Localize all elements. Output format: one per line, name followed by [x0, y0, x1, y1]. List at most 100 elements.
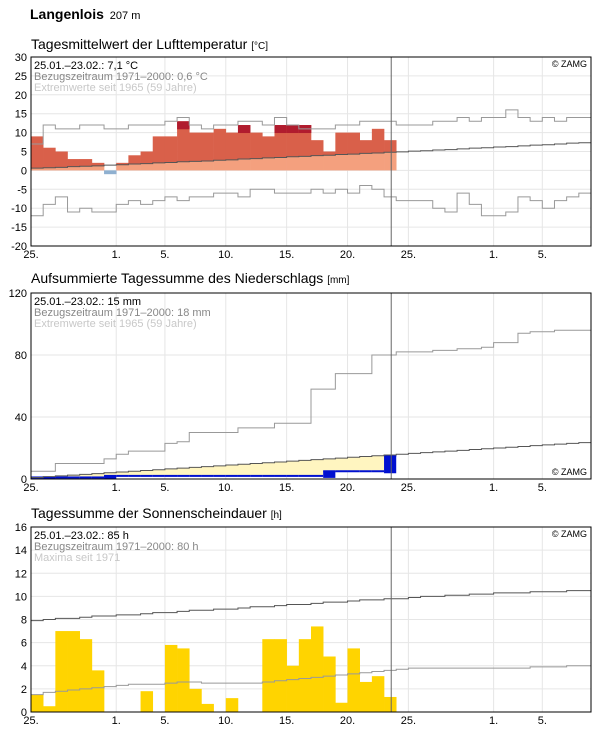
sunshine-bar	[359, 681, 373, 712]
temperature-y-tick: -20	[11, 241, 27, 253]
precipitation-y-tick: 120	[9, 288, 27, 300]
precipitation-copyright: © ZAMG	[552, 467, 587, 477]
temperature-x-tick: 25.	[23, 249, 38, 261]
temperature-y-tick: 25	[15, 71, 27, 83]
temperature-bar	[79, 159, 93, 167]
temperature-bar	[274, 125, 287, 158]
temperature-x-tick: 1.	[112, 249, 121, 261]
sunshine-bar	[274, 639, 287, 712]
precipitation-extreme-max-line	[31, 329, 591, 472]
temperature-bar	[213, 128, 227, 161]
precipitation-x-tick: 25.	[23, 482, 38, 494]
temperature-title-text: Tagesmittelwert der Lufttemperatur	[31, 36, 248, 52]
temperature-info-current: 25.01.–23.02.: 7,1 °C	[34, 60, 138, 72]
sunshine-bar	[311, 626, 324, 712]
temperature-bar	[67, 159, 80, 167]
temperature-bar	[189, 132, 202, 162]
temperature-bar	[323, 151, 336, 156]
temperature-y-tick: 10	[15, 128, 27, 140]
sunshine-bar	[225, 698, 239, 712]
temperature-y-tick: 5	[21, 147, 27, 159]
temperature-bar	[347, 132, 360, 155]
temperature-info-extreme: Extremwerte seit 1965 (59 Jahre)	[34, 82, 197, 94]
sunshine-x-tick: 25.	[23, 715, 38, 727]
sunshine-bar	[79, 639, 93, 712]
temperature-bar	[311, 140, 324, 156]
sunshine-chart	[30, 526, 592, 713]
temperature-chart	[30, 56, 592, 247]
sunshine-y-tick: 0	[21, 707, 27, 719]
temperature-bar-light	[335, 154, 348, 171]
temperature-bar-light	[152, 162, 166, 171]
temperature-bar	[152, 136, 166, 163]
sunshine-bar	[189, 688, 202, 712]
temperature-bar-negative	[104, 170, 117, 175]
temperature-bar-extreme	[237, 125, 251, 134]
sunshine-bar	[177, 648, 190, 712]
sunshine-info-extreme: Maxima seit 1971	[34, 552, 120, 564]
sunshine-info-reference: Bezugszeitraum 1971–2000: 80 h	[34, 541, 199, 553]
temperature-bar-light	[274, 157, 287, 171]
temperature-bar-light	[164, 162, 178, 171]
sunshine-y-tick: 4	[21, 661, 27, 673]
precipitation-info-extreme: Extremwerte seit 1965 (59 Jahre)	[34, 318, 197, 330]
temperature-bar	[201, 132, 214, 161]
temperature-bar	[55, 151, 68, 168]
precipitation-x-tick: 25.	[401, 482, 416, 494]
temperature-y-tick: -15	[11, 222, 27, 234]
precipitation-chart-title: Aufsummierte Tagessumme des Niederschlag…	[31, 270, 349, 286]
precipitation-info-reference: Bezugszeitraum 1971–2000: 18 mm	[34, 307, 211, 319]
temperature-bar-light	[116, 164, 129, 171]
sunshine-x-tick: 1.	[112, 715, 121, 727]
sunshine-x-tick: 5.	[160, 715, 169, 727]
sunshine-bar	[91, 670, 105, 712]
temperature-bar	[359, 140, 373, 154]
temperature-bar-light	[359, 153, 373, 171]
temperature-bar-light	[128, 163, 141, 171]
precipitation-bar	[104, 475, 117, 480]
temperature-bar-light	[225, 159, 239, 171]
sunshine-extreme-max-line	[31, 665, 591, 696]
temperature-bar	[262, 136, 275, 158]
sunshine-bar	[31, 694, 44, 712]
temperature-bar-light	[250, 158, 263, 171]
sunshine-x-tick: 20.	[340, 715, 355, 727]
temperature-y-tick: 30	[15, 52, 27, 64]
sunshine-bar	[262, 639, 275, 712]
precipitation-x-tick: 1.	[489, 482, 498, 494]
temperature-frame	[30, 56, 592, 247]
temperature-copyright: © ZAMG	[552, 59, 587, 69]
temperature-x-tick: 20.	[340, 249, 355, 261]
temperature-bar-light	[79, 166, 93, 171]
temperature-bar	[164, 136, 178, 163]
station-title: Langenlois 207 m	[30, 6, 140, 22]
precipitation-title-text: Aufsummierte Tagessumme des Niederschlag…	[31, 270, 324, 286]
temperature-bar-light	[262, 157, 275, 171]
temperature-bar-light	[55, 167, 68, 171]
sunshine-bar	[371, 676, 385, 712]
precipitation-reference-line	[31, 442, 591, 478]
temperature-extreme-min-line	[31, 185, 591, 217]
sunshine-copyright: © ZAMG	[552, 529, 587, 539]
temperature-bar	[128, 155, 141, 164]
precipitation-x-tick: 20.	[340, 482, 355, 494]
precipitation-x-tick: 10.	[218, 482, 233, 494]
temperature-bar-light	[347, 154, 360, 171]
temperature-bar	[225, 132, 239, 160]
sunshine-title-text: Tagessumme der Sonnenscheindauer	[31, 505, 267, 521]
sunshine-bar	[323, 656, 336, 712]
temperature-bar-light	[177, 161, 190, 171]
temperature-chart-title: Tagesmittelwert der Lufttemperatur [°C]	[31, 36, 268, 52]
temperature-x-tick: 1.	[489, 249, 498, 261]
temperature-info-reference: Bezugszeitraum 1971–2000: 0,6 °C	[34, 71, 208, 83]
temperature-bar	[237, 125, 251, 160]
sunshine-y-tick: 8	[21, 615, 27, 627]
sunshine-bar	[286, 665, 300, 712]
precipitation-bar	[384, 455, 397, 474]
temperature-y-tick: -5	[17, 184, 27, 196]
precipitation-chart	[30, 292, 592, 480]
sunshine-bar	[384, 696, 397, 712]
sunshine-bar	[347, 648, 360, 712]
precipitation-x-tick: 5.	[160, 482, 169, 494]
